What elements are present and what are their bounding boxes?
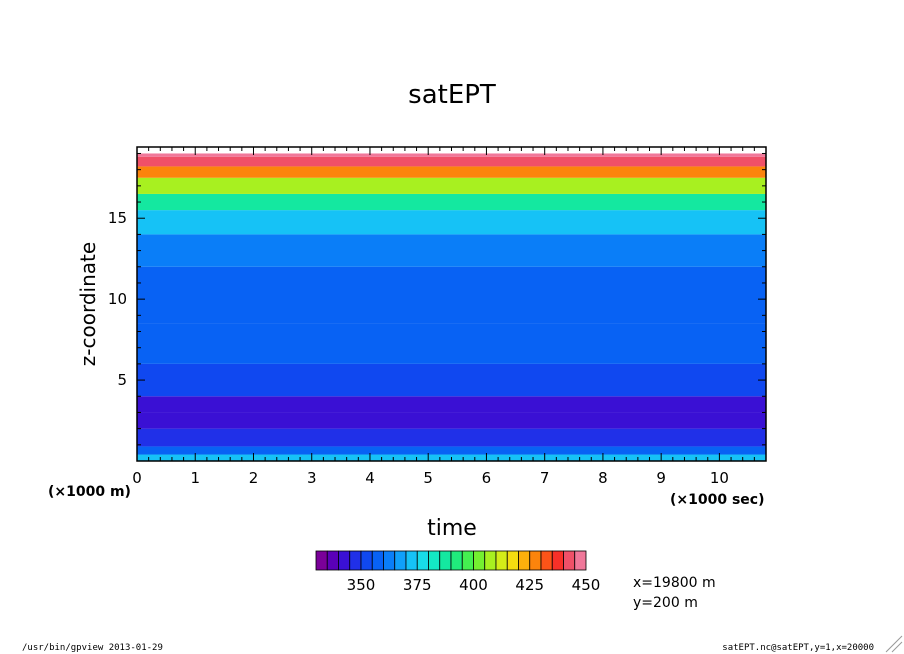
colorbar-tick-label: 350 — [347, 576, 376, 594]
contour-layer — [137, 446, 766, 455]
resize-grip-line — [885, 635, 903, 653]
colorbar-swatch — [315, 550, 328, 571]
colorbar-swatch — [529, 550, 542, 571]
colorbar-swatch — [349, 550, 362, 571]
contour-layer — [137, 193, 766, 211]
x-tick-label: 0 — [132, 469, 142, 487]
colorbar-swatch — [394, 550, 407, 571]
x-tick-label: 5 — [423, 469, 433, 487]
contour-layer — [137, 153, 766, 157]
colorbar — [315, 550, 587, 571]
y-tick-label: 10 — [108, 290, 127, 308]
colorbar-swatch — [563, 550, 576, 571]
colorbar-swatch — [473, 550, 486, 571]
footer-left: /usr/bin/gpview 2013-01-29 — [22, 643, 163, 653]
colorbar-swatch — [405, 550, 418, 571]
x-tick-label: 7 — [540, 469, 550, 487]
chart-title: satEPT — [408, 80, 496, 110]
x-tick-label: 9 — [656, 469, 666, 487]
colorbar-labels: 350 375 400 425 450 — [347, 576, 601, 594]
colorbar-swatch — [551, 550, 564, 571]
colorbar-tick-label: 425 — [515, 576, 544, 594]
colorbar-swatch — [495, 550, 508, 571]
resize-grip-line — [891, 641, 903, 653]
contour-layer — [137, 166, 766, 178]
contour-layer — [137, 363, 766, 397]
colorbar-swatch — [439, 550, 452, 571]
x-tick-label: 8 — [598, 469, 608, 487]
colorbar-swatch — [540, 550, 553, 571]
contour-layer — [137, 156, 766, 167]
colorbar-swatch — [484, 550, 497, 571]
annotation-x: x=19800 m — [633, 575, 716, 591]
colorbar-swatch — [450, 550, 463, 571]
contour-layer — [137, 177, 766, 194]
contour-layer — [137, 412, 766, 429]
x-tick-label: 1 — [190, 469, 200, 487]
contour-field — [137, 153, 766, 461]
plot-frame — [136, 146, 767, 462]
x-tick-label: 10 — [710, 469, 729, 487]
x-tick-label: 2 — [249, 469, 259, 487]
x-axis-unit: (×1000 sec) — [670, 492, 765, 508]
contour-layer — [137, 266, 766, 324]
colorbar-swatch — [360, 550, 373, 571]
colorbar-swatch — [338, 550, 351, 571]
colorbar-swatch — [326, 550, 339, 571]
colorbar-swatch — [416, 550, 429, 571]
contour-layer — [137, 428, 766, 447]
contour-layer — [137, 396, 766, 413]
annotation-y: y=200 m — [633, 595, 698, 611]
x-tick-labels: 0 1 2 3 4 5 6 7 8 9 10 — [132, 469, 729, 487]
y-tick-label: 5 — [117, 371, 127, 389]
y-tick-labels: 5 10 15 — [108, 209, 127, 389]
contour-layer — [137, 234, 766, 267]
colorbar-swatch — [574, 550, 587, 571]
colorbar-swatch — [461, 550, 474, 571]
colorbar-tick-label: 375 — [403, 576, 432, 594]
colorbar-tick-label: 450 — [572, 576, 601, 594]
contour-layer — [137, 210, 766, 235]
footer-right: satEPT.nc@satEPT,y=1,x=20000 — [722, 643, 874, 653]
colorbar-swatch — [428, 550, 441, 571]
colorbar-swatch — [518, 550, 531, 571]
x-tick-label: 3 — [307, 469, 317, 487]
x-tick-label: 6 — [482, 469, 492, 487]
y-tick-label: 15 — [108, 209, 127, 227]
contour-layer — [137, 323, 766, 364]
y-axis-unit: (×1000 m) — [48, 484, 131, 500]
x-axis-label: time — [427, 516, 477, 541]
colorbar-swatch — [371, 550, 384, 571]
x-tick-label: 4 — [365, 469, 375, 487]
y-axis-label: z-coordinate — [76, 242, 100, 366]
colorbar-swatch — [383, 550, 396, 571]
colorbar-tick-label: 400 — [459, 576, 488, 594]
colorbar-swatch — [506, 550, 519, 571]
